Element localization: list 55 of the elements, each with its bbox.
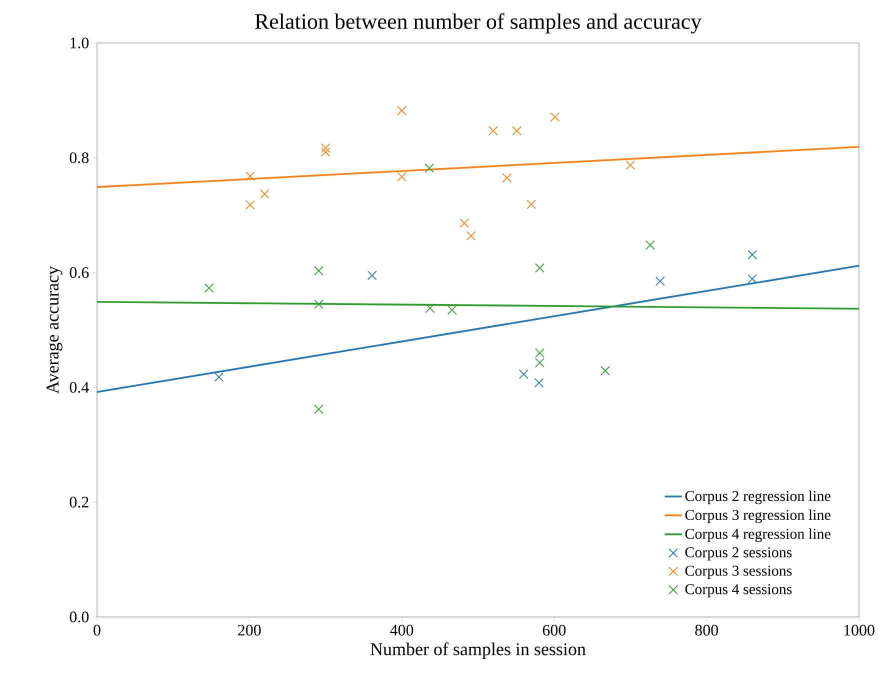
x-tick-label: 600 bbox=[542, 624, 566, 636]
point bbox=[447, 305, 457, 315]
point bbox=[535, 263, 544, 273]
point bbox=[526, 200, 536, 209]
point bbox=[245, 200, 255, 210]
chart-title: Relation between number of samples and accuracy bbox=[255, 13, 702, 34]
y-tick-label: 1.0 bbox=[70, 38, 89, 48]
x-tick-label: 800 bbox=[695, 624, 718, 636]
x-tick-label: 200 bbox=[238, 624, 261, 636]
point bbox=[425, 303, 435, 313]
point bbox=[260, 189, 270, 199]
point bbox=[204, 283, 214, 293]
point bbox=[460, 218, 469, 228]
y-tick-label: 0.2 bbox=[70, 496, 88, 508]
point bbox=[502, 173, 512, 183]
point bbox=[214, 372, 224, 382]
legend-label: Corpus 3 regression line bbox=[685, 509, 830, 524]
x-tick-label: 400 bbox=[390, 624, 414, 636]
y-tick-label: 0.6 bbox=[70, 267, 89, 278]
legend-label: Corpus 3 sessions bbox=[685, 566, 792, 579]
point bbox=[314, 299, 324, 309]
point bbox=[320, 143, 330, 153]
point bbox=[534, 378, 544, 388]
x-tick-label: 1000 bbox=[844, 624, 874, 636]
point bbox=[646, 240, 655, 250]
y-tick-label: 0.8 bbox=[70, 152, 89, 164]
point bbox=[488, 126, 498, 136]
point bbox=[550, 112, 560, 122]
point bbox=[314, 404, 324, 414]
point bbox=[748, 274, 758, 284]
point bbox=[535, 358, 544, 368]
legend-label: Corpus 2 regression line bbox=[685, 490, 830, 504]
point bbox=[535, 348, 544, 358]
legend-label: Corpus 4 regression line bbox=[685, 528, 830, 542]
x-axis-title: Number of samples in session bbox=[370, 642, 586, 659]
y-tick-label: 0.4 bbox=[70, 382, 89, 393]
point bbox=[466, 231, 476, 241]
point bbox=[397, 106, 406, 116]
y-tick-label: 0.0 bbox=[70, 612, 89, 622]
point bbox=[600, 366, 610, 376]
point bbox=[245, 171, 255, 181]
point bbox=[519, 369, 528, 379]
y-axis-title: Average accuracy bbox=[46, 266, 62, 394]
point bbox=[424, 163, 434, 173]
point bbox=[314, 266, 324, 276]
point bbox=[748, 250, 758, 260]
point bbox=[367, 270, 377, 280]
x-tick-label: 0 bbox=[94, 624, 100, 636]
legend-label: Corpus 4 sessions bbox=[685, 584, 792, 598]
point bbox=[655, 276, 665, 286]
point bbox=[626, 160, 636, 170]
point bbox=[320, 147, 330, 157]
legend-label: Corpus 2 sessions bbox=[685, 547, 792, 560]
point bbox=[397, 172, 406, 182]
point bbox=[512, 126, 522, 136]
